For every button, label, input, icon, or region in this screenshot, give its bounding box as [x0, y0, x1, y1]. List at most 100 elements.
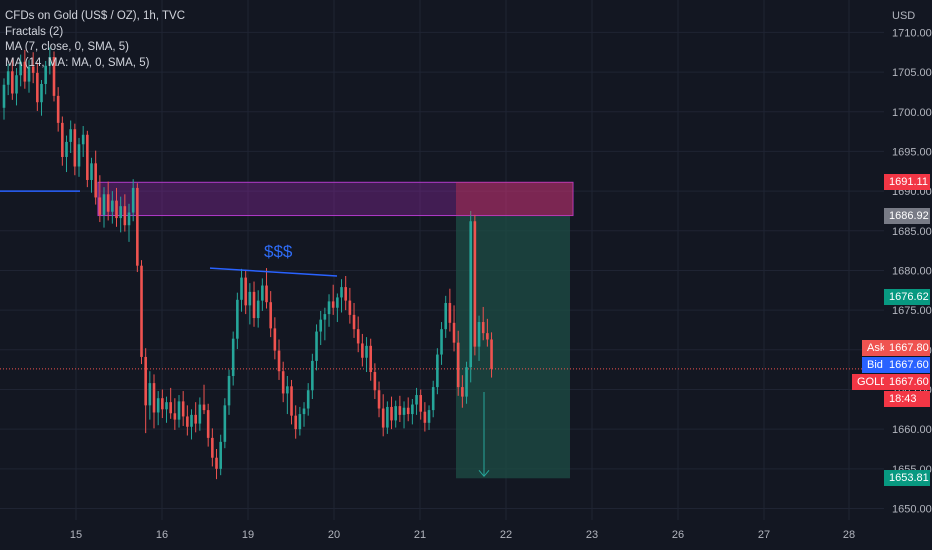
price-tick-label: 1705.00	[892, 67, 932, 79]
price-tag-mid: 1676.62	[884, 289, 930, 306]
time-tick-label: 27	[758, 529, 770, 541]
candle-body	[481, 322, 485, 334]
candle-down	[452, 305, 456, 352]
candle-up	[48, 47, 52, 75]
price-tick-label: 1700.00	[892, 107, 932, 119]
candle-body	[440, 329, 443, 355]
candle-body	[352, 314, 356, 330]
candle-up	[111, 191, 114, 224]
candle-down	[281, 361, 285, 403]
candle-up	[227, 369, 231, 415]
candle-body	[390, 406, 393, 421]
candle-body	[190, 414, 193, 427]
candle-body	[223, 405, 227, 442]
candle-up	[411, 398, 414, 425]
candle-body	[336, 297, 339, 308]
candle-body	[106, 194, 110, 212]
candle-body	[269, 302, 272, 329]
candle-up	[190, 409, 193, 440]
candle-up	[440, 322, 443, 365]
candle-down	[265, 268, 268, 309]
candle-body	[365, 345, 368, 358]
candle-body	[19, 61, 22, 76]
price-tag-sell-zone-top: 1691.11	[884, 174, 930, 191]
candle-body	[144, 356, 147, 406]
price-tick-label: 1710.00	[892, 27, 932, 39]
candle-down	[348, 287, 352, 324]
candle-body	[240, 277, 243, 300]
candle-down	[211, 428, 214, 467]
indicator-fractals[interactable]: Fractals (2)	[5, 25, 64, 38]
candle-body	[169, 402, 172, 414]
candle-down	[448, 288, 452, 332]
price-tag-sell-zone-bottom: 1686.92	[884, 207, 930, 224]
candle-down	[106, 181, 110, 221]
candle-down	[181, 391, 185, 426]
candle-down	[461, 375, 464, 408]
candle-up	[415, 387, 418, 415]
time-axis[interactable]: 15 16 19 20 21 22 23 26 27 28	[70, 529, 855, 541]
candle-up	[131, 179, 135, 222]
candle-up	[177, 395, 181, 428]
candle-body	[198, 404, 202, 424]
candle-body	[227, 375, 231, 406]
candle-up	[340, 279, 343, 313]
candle-body	[473, 221, 477, 347]
candle-body	[236, 299, 239, 339]
price-tick-label: 1675.00	[892, 305, 932, 317]
candle-up	[165, 396, 168, 423]
candle-up	[248, 283, 252, 325]
candle-down	[215, 448, 218, 480]
instrument-title[interactable]: CFDs on Gold (US$ / OZ), 1h, TVC	[5, 10, 186, 22]
price-tick-label: 1650.00	[892, 504, 932, 516]
candle-body	[290, 386, 293, 416]
indicator-ma-7[interactable]: MA (7, close, 0, SMA, 5)	[5, 41, 129, 53]
candle-up	[40, 80, 43, 116]
time-tick-label: 23	[586, 529, 598, 541]
candle-down	[86, 130, 89, 188]
candle-body	[402, 407, 406, 415]
indicator-ma-14[interactable]: MA (14, MA: MA, 0, SMA, 5)	[5, 56, 150, 69]
candle-body	[69, 129, 72, 142]
candle-down	[294, 405, 297, 439]
candle-body	[119, 206, 122, 219]
candle-up	[236, 292, 239, 350]
candle-body	[436, 354, 439, 388]
chart-legend: CFDs on Gold (US$ / OZ), 1h, TVC Fractal…	[5, 9, 185, 71]
candle-body	[11, 71, 14, 94]
candle-body	[261, 285, 264, 301]
candle-down	[369, 338, 372, 381]
candle-up	[327, 294, 331, 327]
candle-body	[244, 277, 247, 306]
candle-up	[402, 401, 406, 429]
price-tick-label: 1660.00	[892, 424, 932, 436]
candle-body	[161, 398, 164, 410]
candle-body	[186, 416, 189, 427]
candle-body	[61, 122, 64, 157]
candle-up	[44, 60, 47, 95]
candle-body	[444, 302, 448, 330]
candle-up	[19, 54, 22, 87]
candle-down	[244, 269, 247, 315]
candle-body	[465, 367, 468, 397]
candle-down	[373, 363, 377, 399]
candle-body	[452, 322, 456, 343]
candle-body	[173, 413, 177, 420]
price-axis[interactable]: 1650.001655.001660.001665.001670.001675.…	[884, 0, 932, 550]
candle-down	[31, 52, 35, 84]
candle-up	[444, 295, 448, 338]
candle-up	[465, 361, 468, 404]
candle-up	[6, 64, 10, 96]
candle-up	[156, 391, 160, 426]
candle-body	[431, 387, 435, 411]
candle-down	[23, 49, 27, 89]
candle-body	[411, 404, 414, 415]
candle-body	[252, 291, 256, 319]
candle-down	[344, 276, 347, 311]
candle-body	[27, 66, 31, 82]
candle-down	[356, 316, 360, 353]
candle-body	[206, 410, 210, 438]
candle-body	[136, 187, 139, 266]
candle-up	[477, 315, 481, 361]
